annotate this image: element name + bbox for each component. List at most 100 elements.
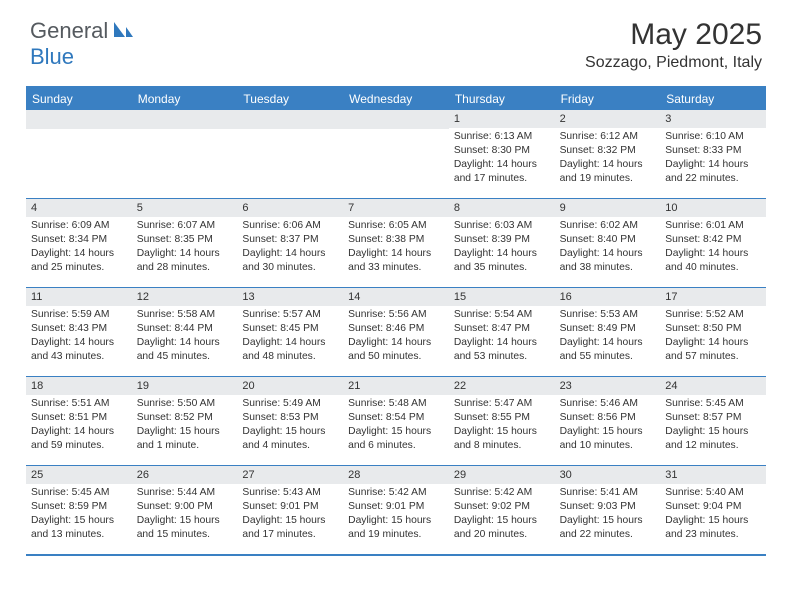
week-row: 18Sunrise: 5:51 AMSunset: 8:51 PMDayligh… — [26, 377, 766, 466]
daylight-text: Daylight: 14 hours and 25 minutes. — [31, 247, 127, 275]
week-row: 4Sunrise: 6:09 AMSunset: 8:34 PMDaylight… — [26, 199, 766, 288]
weekday-header: Wednesday — [343, 88, 449, 110]
sunrise-text: Sunrise: 5:57 AM — [242, 308, 338, 322]
daylight-text: Daylight: 14 hours and 30 minutes. — [242, 247, 338, 275]
day-cell: 22Sunrise: 5:47 AMSunset: 8:55 PMDayligh… — [449, 377, 555, 465]
day-number — [26, 110, 132, 129]
sunset-text: Sunset: 8:32 PM — [560, 144, 656, 158]
day-details: Sunrise: 5:44 AMSunset: 9:00 PMDaylight:… — [132, 484, 238, 546]
daylight-text: Daylight: 15 hours and 22 minutes. — [560, 514, 656, 542]
day-number — [132, 110, 238, 129]
daylight-text: Daylight: 15 hours and 19 minutes. — [348, 514, 444, 542]
day-number: 2 — [555, 110, 661, 128]
day-details: Sunrise: 5:50 AMSunset: 8:52 PMDaylight:… — [132, 395, 238, 457]
day-details: Sunrise: 6:05 AMSunset: 8:38 PMDaylight:… — [343, 217, 449, 279]
day-cell: 7Sunrise: 6:05 AMSunset: 8:38 PMDaylight… — [343, 199, 449, 287]
weekday-header: Sunday — [26, 88, 132, 110]
calendar: SundayMondayTuesdayWednesdayThursdayFrid… — [26, 86, 766, 556]
day-number: 22 — [449, 377, 555, 395]
day-number: 28 — [343, 466, 449, 484]
day-details: Sunrise: 5:58 AMSunset: 8:44 PMDaylight:… — [132, 306, 238, 368]
day-number: 16 — [555, 288, 661, 306]
day-cell: 30Sunrise: 5:41 AMSunset: 9:03 PMDayligh… — [555, 466, 661, 554]
day-details: Sunrise: 6:07 AMSunset: 8:35 PMDaylight:… — [132, 217, 238, 279]
sunset-text: Sunset: 8:53 PM — [242, 411, 338, 425]
day-details: Sunrise: 5:42 AMSunset: 9:01 PMDaylight:… — [343, 484, 449, 546]
day-cell: 5Sunrise: 6:07 AMSunset: 8:35 PMDaylight… — [132, 199, 238, 287]
sunset-text: Sunset: 8:47 PM — [454, 322, 550, 336]
daylight-text: Daylight: 15 hours and 23 minutes. — [665, 514, 761, 542]
sunset-text: Sunset: 8:35 PM — [137, 233, 233, 247]
day-details: Sunrise: 5:54 AMSunset: 8:47 PMDaylight:… — [449, 306, 555, 368]
sunrise-text: Sunrise: 5:59 AM — [31, 308, 127, 322]
day-number: 26 — [132, 466, 238, 484]
sunset-text: Sunset: 8:51 PM — [31, 411, 127, 425]
day-details: Sunrise: 6:10 AMSunset: 8:33 PMDaylight:… — [660, 128, 766, 190]
sunrise-text: Sunrise: 6:12 AM — [560, 130, 656, 144]
daylight-text: Daylight: 14 hours and 48 minutes. — [242, 336, 338, 364]
day-number: 10 — [660, 199, 766, 217]
day-details: Sunrise: 5:40 AMSunset: 9:04 PMDaylight:… — [660, 484, 766, 546]
sunrise-text: Sunrise: 5:56 AM — [348, 308, 444, 322]
day-cell: 23Sunrise: 5:46 AMSunset: 8:56 PMDayligh… — [555, 377, 661, 465]
sunrise-text: Sunrise: 5:53 AM — [560, 308, 656, 322]
sunset-text: Sunset: 8:39 PM — [454, 233, 550, 247]
day-details: Sunrise: 6:02 AMSunset: 8:40 PMDaylight:… — [555, 217, 661, 279]
logo: General — [30, 18, 136, 44]
sunrise-text: Sunrise: 6:07 AM — [137, 219, 233, 233]
day-cell: 13Sunrise: 5:57 AMSunset: 8:45 PMDayligh… — [237, 288, 343, 376]
day-number: 11 — [26, 288, 132, 306]
weekday-header-row: SundayMondayTuesdayWednesdayThursdayFrid… — [26, 88, 766, 110]
day-number: 3 — [660, 110, 766, 128]
weeks-container: 1Sunrise: 6:13 AMSunset: 8:30 PMDaylight… — [26, 110, 766, 556]
day-cell: 15Sunrise: 5:54 AMSunset: 8:47 PMDayligh… — [449, 288, 555, 376]
day-number: 4 — [26, 199, 132, 217]
daylight-text: Daylight: 14 hours and 40 minutes. — [665, 247, 761, 275]
day-cell: 1Sunrise: 6:13 AMSunset: 8:30 PMDaylight… — [449, 110, 555, 198]
day-details: Sunrise: 5:45 AMSunset: 8:57 PMDaylight:… — [660, 395, 766, 457]
weekday-header: Friday — [555, 88, 661, 110]
day-number: 8 — [449, 199, 555, 217]
day-cell: 9Sunrise: 6:02 AMSunset: 8:40 PMDaylight… — [555, 199, 661, 287]
sunrise-text: Sunrise: 5:41 AM — [560, 486, 656, 500]
sunset-text: Sunset: 9:01 PM — [242, 500, 338, 514]
daylight-text: Daylight: 14 hours and 53 minutes. — [454, 336, 550, 364]
day-details: Sunrise: 5:42 AMSunset: 9:02 PMDaylight:… — [449, 484, 555, 546]
day-details: Sunrise: 5:51 AMSunset: 8:51 PMDaylight:… — [26, 395, 132, 457]
day-details: Sunrise: 5:41 AMSunset: 9:03 PMDaylight:… — [555, 484, 661, 546]
sunrise-text: Sunrise: 5:58 AM — [137, 308, 233, 322]
daylight-text: Daylight: 14 hours and 50 minutes. — [348, 336, 444, 364]
daylight-text: Daylight: 15 hours and 10 minutes. — [560, 425, 656, 453]
daylight-text: Daylight: 15 hours and 15 minutes. — [137, 514, 233, 542]
day-cell: 17Sunrise: 5:52 AMSunset: 8:50 PMDayligh… — [660, 288, 766, 376]
day-cell: 3Sunrise: 6:10 AMSunset: 8:33 PMDaylight… — [660, 110, 766, 198]
daylight-text: Daylight: 14 hours and 33 minutes. — [348, 247, 444, 275]
day-number: 25 — [26, 466, 132, 484]
daylight-text: Daylight: 14 hours and 57 minutes. — [665, 336, 761, 364]
day-number: 24 — [660, 377, 766, 395]
day-cell: 27Sunrise: 5:43 AMSunset: 9:01 PMDayligh… — [237, 466, 343, 554]
day-details: Sunrise: 5:45 AMSunset: 8:59 PMDaylight:… — [26, 484, 132, 546]
sunrise-text: Sunrise: 5:54 AM — [454, 308, 550, 322]
daylight-text: Daylight: 14 hours and 55 minutes. — [560, 336, 656, 364]
location-text: Sozzago, Piedmont, Italy — [585, 54, 762, 72]
daylight-text: Daylight: 15 hours and 6 minutes. — [348, 425, 444, 453]
day-details: Sunrise: 5:43 AMSunset: 9:01 PMDaylight:… — [237, 484, 343, 546]
sunrise-text: Sunrise: 6:06 AM — [242, 219, 338, 233]
daylight-text: Daylight: 15 hours and 1 minute. — [137, 425, 233, 453]
day-details: Sunrise: 6:12 AMSunset: 8:32 PMDaylight:… — [555, 128, 661, 190]
logo-text-blue-wrap: Blue — [30, 44, 74, 70]
daylight-text: Daylight: 15 hours and 4 minutes. — [242, 425, 338, 453]
daylight-text: Daylight: 14 hours and 17 minutes. — [454, 158, 550, 186]
day-number: 18 — [26, 377, 132, 395]
month-title: May 2025 — [585, 18, 762, 52]
sunset-text: Sunset: 9:03 PM — [560, 500, 656, 514]
day-number: 27 — [237, 466, 343, 484]
sunset-text: Sunset: 8:46 PM — [348, 322, 444, 336]
day-details: Sunrise: 6:01 AMSunset: 8:42 PMDaylight:… — [660, 217, 766, 279]
week-row: 11Sunrise: 5:59 AMSunset: 8:43 PMDayligh… — [26, 288, 766, 377]
daylight-text: Daylight: 14 hours and 45 minutes. — [137, 336, 233, 364]
logo-sail-icon — [112, 19, 134, 44]
header: General May 2025 Sozzago, Piedmont, Ital… — [0, 0, 792, 78]
day-cell: 25Sunrise: 5:45 AMSunset: 8:59 PMDayligh… — [26, 466, 132, 554]
